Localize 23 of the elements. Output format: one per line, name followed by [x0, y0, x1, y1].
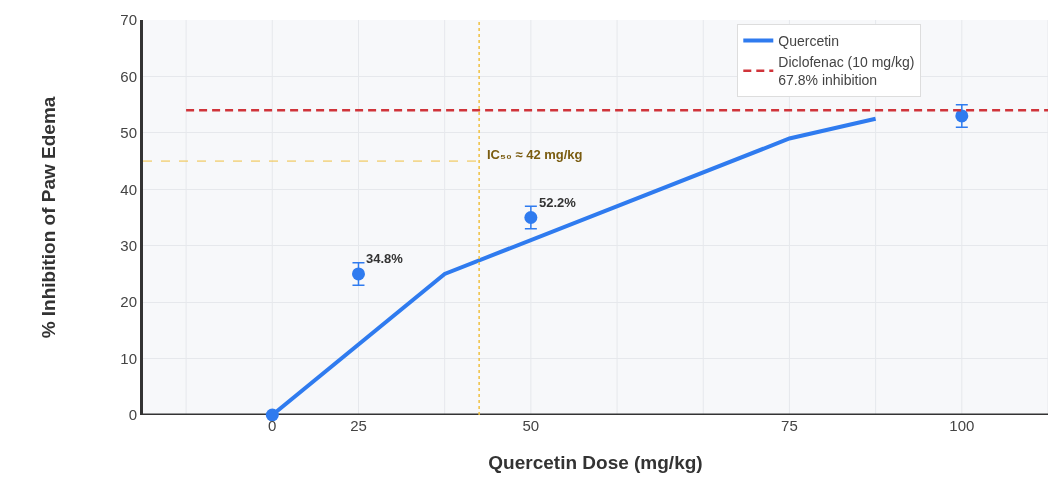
point	[351, 267, 365, 281]
x-tick-label: 100	[949, 417, 975, 434]
x-tick-label: 50	[522, 417, 540, 434]
y-tick-label: 30	[120, 236, 137, 254]
y-tick-label: 50	[120, 124, 137, 142]
y-tick-label: 40	[120, 180, 137, 198]
y-tick-label: 10	[120, 349, 137, 367]
y-tick-label: 70	[120, 11, 137, 29]
annotation: 52.2%	[539, 195, 577, 210]
point	[265, 408, 279, 422]
point	[524, 211, 538, 224]
annotation: IC₅₀ ≈ 42 mg/kg	[487, 147, 583, 162]
legend-label: Quercetin	[778, 33, 839, 50]
point	[955, 109, 969, 123]
y-tick-label: 60	[120, 67, 137, 85]
x-axis-title: Quercetin Dose (mg/kg)	[488, 451, 703, 473]
legend-label: Diclofenac (10 mg/kg) 67.8% inhibition	[778, 54, 915, 89]
y-axis-title: % Inhibition of Paw Edema	[38, 96, 60, 339]
x-tick-label: 25	[350, 417, 367, 434]
y-tick-label: 20	[120, 293, 137, 311]
annotation: 34.8%	[366, 251, 404, 266]
x-tick-label: 75	[781, 417, 798, 434]
x-tick-label: 0	[268, 417, 277, 434]
